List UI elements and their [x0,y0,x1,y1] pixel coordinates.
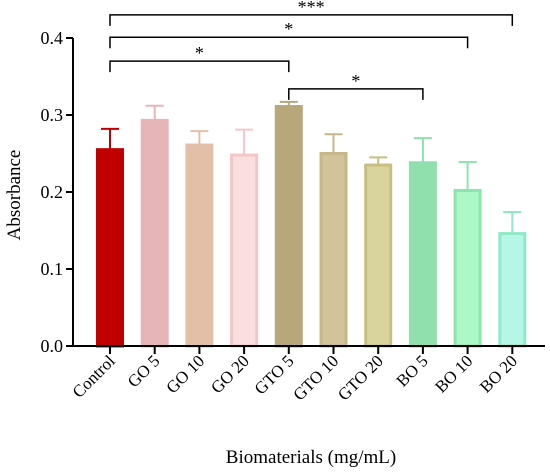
x-tick-label: GO 5 [124,351,164,391]
bar-gto-10 [319,152,348,348]
x-tick-label: BO 5 [393,351,432,390]
y-tick-label: 0.2 [41,182,64,202]
y-tick-label: 0.1 [41,259,64,279]
x-axis-label: Biomaterials (mg/mL) [226,447,396,468]
x-tick-label: BO 20 [476,351,521,396]
bar-go-5 [140,118,169,348]
bar-go-20 [230,153,259,348]
significance-label: * [351,71,360,91]
bar-gto-20 [364,163,393,348]
x-tick-label: BO 10 [431,351,476,396]
significance-label: *** [298,0,325,17]
x-tick-label: GO 20 [207,351,253,397]
significance-label: * [284,19,293,39]
bars [96,105,527,348]
significance-bracket [109,36,469,49]
x-tick-label: GTO 10 [289,351,342,404]
y-tick-label: 0.4 [41,28,64,48]
bar-gto-5 [274,105,303,348]
error-bars [101,100,522,234]
y-tick-label: 0.0 [41,336,64,356]
bar-bo-10 [453,188,482,348]
x-tick-label: Control [69,351,119,401]
bar-bo-20 [498,232,527,348]
x-tick-label: GO 10 [162,351,208,397]
significance-brackets: ****** [109,0,514,100]
significance-bracket [288,88,424,100]
bar-control [96,148,124,348]
significance-bracket [109,60,290,73]
bar-go-10 [185,143,214,348]
x-tick-label: GTO 20 [334,351,387,404]
significance-label: * [195,43,204,63]
y-tick-label: 0.3 [41,105,64,125]
significance-bracket [109,14,514,26]
y-axis-label: Absorbance [4,150,25,241]
bar-bo-5 [408,161,437,348]
